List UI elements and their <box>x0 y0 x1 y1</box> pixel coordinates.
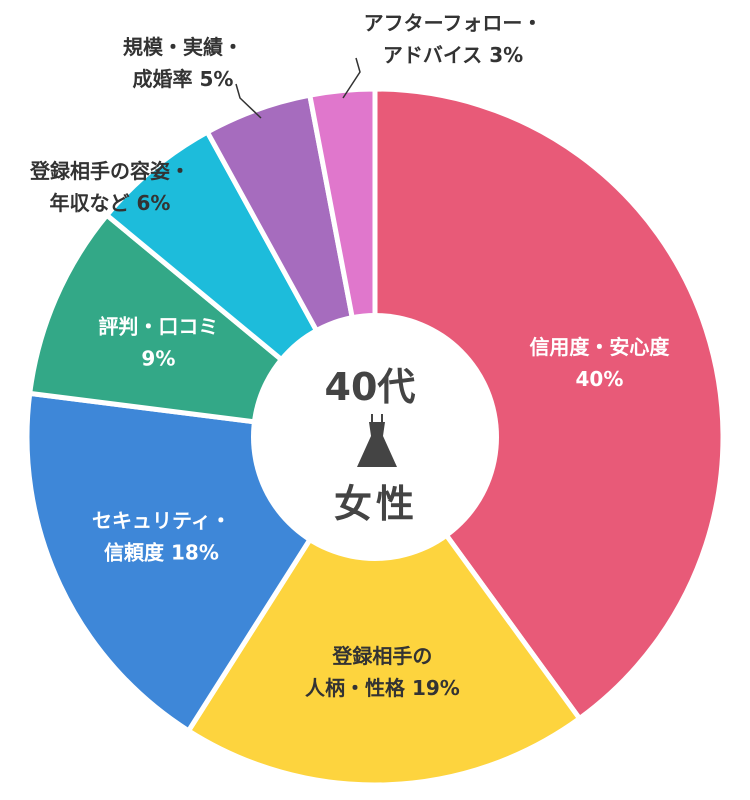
slice-label-line: 人柄・性格 19% <box>305 676 460 700</box>
slice-label-line: 信用度・安心度 <box>529 335 670 359</box>
pie-slice <box>372 86 726 722</box>
label-leader-lines <box>235 57 361 119</box>
slice-label: 登録相手の人柄・性格 19% <box>305 644 460 700</box>
slice-label-line: 9% <box>141 346 175 370</box>
slice-label: 規模・実績・成婚率 5% <box>123 35 243 91</box>
slice-label-line: 信頼度 18% <box>104 540 219 564</box>
slice-label-line: 評判・口コミ <box>98 314 218 338</box>
slice-label-line: 規模・実績・ <box>123 35 243 59</box>
dress-icon <box>357 414 397 467</box>
center-gender-label: 女性 <box>334 482 418 526</box>
slice-label: 評判・口コミ 9% <box>98 314 218 370</box>
chart-labels: 信用度・安心度 40% 登録相手の人柄・性格 19% セキュリティ・信頼度 18% 評判… <box>29 11 670 700</box>
slice-label-line: 登録相手の容姿・ <box>29 159 190 183</box>
slice-label-line: セキュリティ・ <box>92 508 231 532</box>
slice-label: セキュリティ・信頼度 18% <box>92 508 231 564</box>
slice-label-line: 40% <box>576 367 624 391</box>
slice-label-line: アドバイス 3% <box>383 43 523 67</box>
slice-label: 信用度・安心度 40% <box>529 335 670 391</box>
center-age-label: 40代 <box>325 365 416 409</box>
pie-slice <box>186 434 583 788</box>
slice-label: 登録相手の容姿・年収など 6% <box>29 159 190 215</box>
slice-label-line: アフターフォロー・ <box>364 11 543 35</box>
slice-label-line: 登録相手の <box>331 644 432 668</box>
slice-label: アフターフォロー・アドバイス 3% <box>364 11 543 67</box>
leader-line <box>235 83 262 119</box>
slice-label-line: 成婚率 5% <box>133 67 234 91</box>
slice-label-line: 年収など 6% <box>50 191 171 215</box>
leader-line <box>342 57 361 99</box>
